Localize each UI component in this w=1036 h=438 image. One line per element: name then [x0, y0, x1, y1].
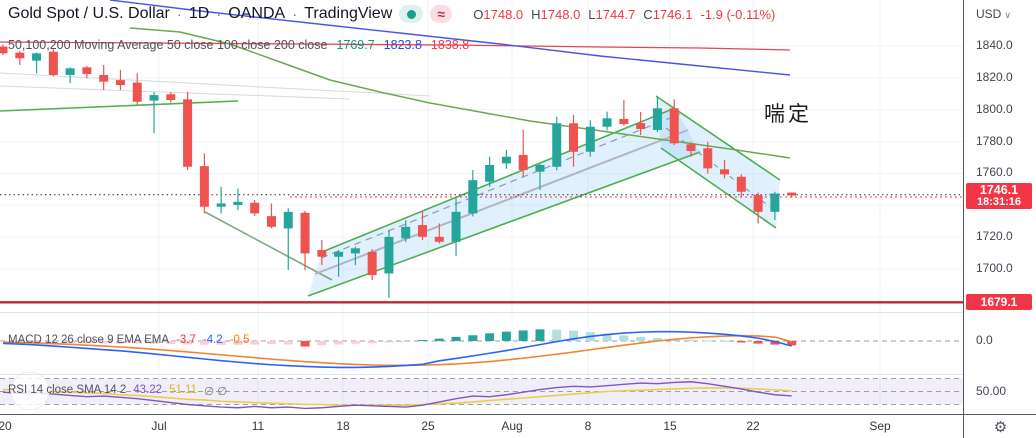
ma200-value: 1838.8	[430, 38, 470, 52]
time-tick-label: Sep	[869, 419, 891, 433]
separator: ·	[216, 5, 222, 23]
time-tick-label: 20	[0, 419, 12, 433]
axis-corner-cell: ⚙	[963, 414, 1036, 438]
price-tick-label: 1780.0	[976, 133, 1013, 148]
macd-signal-value: -0.5	[229, 334, 250, 346]
change-value: -1.9 (-0.11%)	[700, 6, 776, 22]
rsi-label: RSI 14 close SMA 14 2	[8, 384, 127, 396]
time-tick-label: 15	[663, 419, 677, 433]
last-price-value: 1746.1	[979, 182, 1019, 197]
price-tick-label: 1720.0	[976, 229, 1013, 244]
market-status-pill	[399, 5, 424, 23]
separator: ·	[176, 5, 182, 23]
ma-indicator-row[interactable]: 50,100,200 Moving Average 50 close 100 c…	[8, 38, 469, 52]
tradingview-brand-link[interactable]: TradingView	[304, 5, 393, 22]
high-value: 1748.0	[540, 6, 581, 22]
low-value: 1744.7	[595, 6, 636, 22]
time-tick-label: 11	[251, 419, 265, 433]
indicator-tick-label: 50.00	[976, 383, 1007, 398]
watermark-circle	[10, 371, 50, 411]
price-tick-label: 1760.0	[976, 165, 1013, 180]
time-tick-label: 22	[746, 419, 760, 433]
open-value: 1748.0	[483, 6, 524, 22]
indicator-tick-label: 0.0	[976, 333, 993, 347]
price-tick-label: 1800.0	[976, 101, 1013, 116]
time-tick-label: 8	[584, 419, 592, 433]
time-tick-label: Aug	[501, 419, 523, 433]
price-tick-label: 1840.0	[976, 38, 1013, 52]
settings-gear-icon[interactable]: ⚙	[993, 419, 1008, 436]
macd-line-value: -4.2	[202, 334, 223, 346]
macd-label: MACD 12 26 close 9 EMA EMA	[8, 334, 170, 346]
close-value: 1746.1	[652, 6, 693, 22]
interval-label[interactable]: 1D	[188, 5, 210, 22]
level-price-badge: 1679.1	[966, 294, 1032, 311]
time-tick-label: 25	[421, 419, 435, 433]
rsi-ma-value: 51.11	[169, 384, 197, 396]
macd-hist-value: -3.7	[176, 334, 196, 346]
ma-indicator-label: 50,100,200 Moving Average 50 close 100 c…	[8, 38, 328, 52]
market-status-dot-icon	[406, 9, 416, 19]
price-tick-label: 1700.0	[976, 261, 1013, 276]
annotation-text: 喘定	[764, 103, 812, 126]
last-price-badge: 1746.1 18:31:16	[966, 182, 1032, 210]
rsi-indicator-row[interactable]: RSI 14 close SMA 14 2 43.22 51.11 ∅ ∅	[8, 384, 227, 398]
time-tick-label: 18	[336, 419, 350, 433]
price-chart-canvas[interactable]	[0, 0, 963, 414]
exchange-label: OANDA	[228, 5, 286, 22]
price-tick-label: 1820.0	[976, 69, 1013, 84]
time-axis[interactable]: 20 Jul 11 18 25 Aug 8 15 22 Sep	[0, 414, 963, 438]
currency-label[interactable]: USD ∨	[976, 7, 1011, 21]
symbol-title[interactable]: Gold Spot / U.S. Dollar	[8, 5, 170, 22]
rsi-value: 43.22	[133, 384, 163, 396]
ma100-value: 1823.8	[383, 38, 422, 52]
macd-indicator-row[interactable]: MACD 12 26 close 9 EMA EMA -3.7 -4.2 -0.…	[8, 334, 250, 346]
time-tick-label: Jul	[151, 419, 167, 433]
chevron-down-icon: ∨	[1004, 10, 1011, 20]
ma50-value: 1769.7	[336, 38, 375, 52]
rsi-bands-value: ∅ ∅	[203, 386, 228, 398]
countdown-timer: 18:31:16	[976, 195, 1022, 208]
separator: ·	[292, 5, 298, 23]
price-axis[interactable]: USD ∨ 1746.1 18:31:16 1679.1 1840.0 1820.0…	[963, 0, 1036, 414]
ohlc-readout: O1748.0 H1748.0 L1744.7 C1746.1 -1.9 (-0…	[473, 6, 776, 22]
chart-header: Gold Spot / U.S. Dollar · 1D · OANDA · T…	[8, 5, 775, 23]
approx-price-badge: ≈	[430, 5, 453, 23]
